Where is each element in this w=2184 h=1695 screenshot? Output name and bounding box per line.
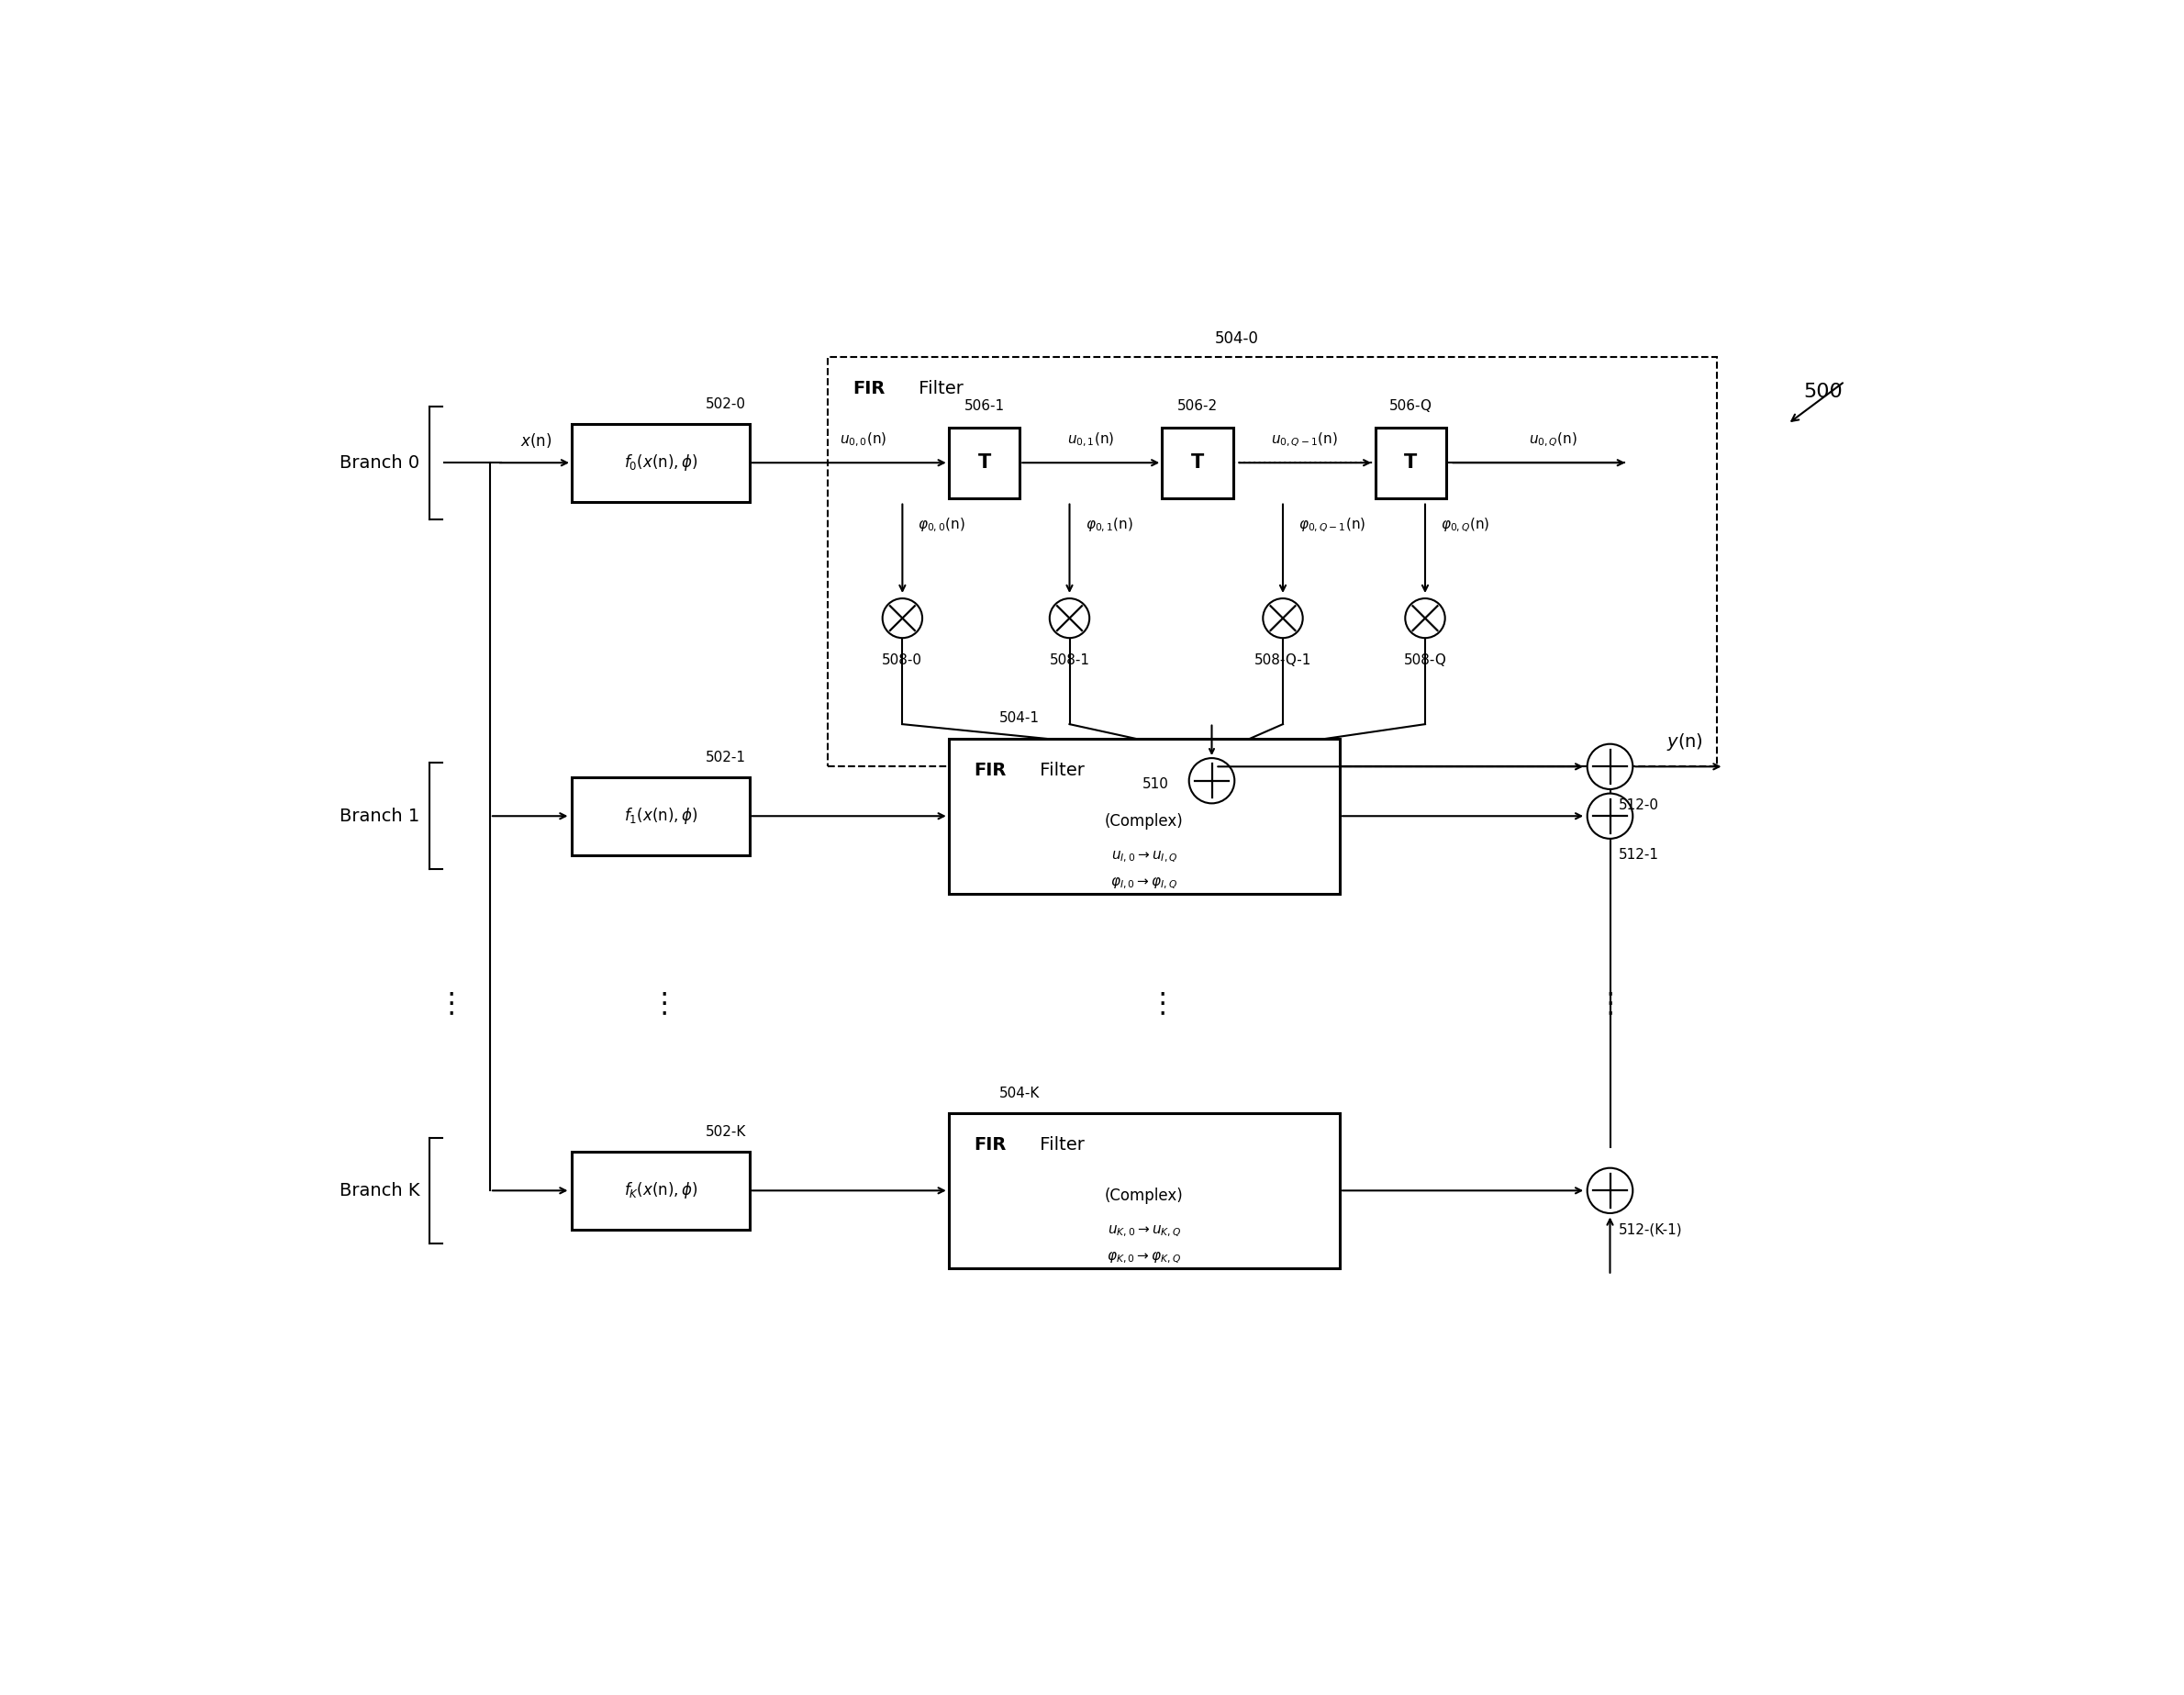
Text: ⋮: ⋮ (437, 990, 465, 1017)
Text: 506-2: 506-2 (1177, 400, 1219, 414)
FancyBboxPatch shape (572, 1151, 749, 1229)
Text: $\varphi_{K,0} \rightarrow \varphi_{K,Q}$: $\varphi_{K,0} \rightarrow \varphi_{K,Q}… (1107, 1251, 1182, 1264)
Text: 500: 500 (1804, 383, 1843, 402)
FancyBboxPatch shape (948, 739, 1339, 893)
Text: $y$(n): $y$(n) (1666, 731, 1704, 753)
FancyBboxPatch shape (948, 1114, 1339, 1268)
Text: 502-1: 502-1 (705, 751, 747, 764)
Text: $u_{0,Q-1}$(n): $u_{0,Q-1}$(n) (1271, 431, 1337, 449)
Text: $u_{I,0} \rightarrow u_{I,Q}$: $u_{I,0} \rightarrow u_{I,Q}$ (1112, 849, 1177, 864)
Text: $f_K(x$(n)$,\phi)$: $f_K(x$(n)$,\phi)$ (625, 1180, 697, 1200)
Text: $f_0(x$(n)$,\phi)$: $f_0(x$(n)$,\phi)$ (625, 453, 697, 473)
Text: 506-Q: 506-Q (1389, 400, 1433, 414)
Text: $u_{0,Q}$(n): $u_{0,Q}$(n) (1529, 431, 1577, 449)
Text: Branch 1: Branch 1 (341, 807, 419, 825)
Text: 504-K: 504-K (1000, 1086, 1040, 1100)
Text: ⋮: ⋮ (651, 990, 679, 1017)
Text: Filter: Filter (913, 380, 963, 397)
Text: $\varphi_{I,0} \rightarrow \varphi_{I,Q}$: $\varphi_{I,0} \rightarrow \varphi_{I,Q}… (1112, 876, 1177, 890)
Text: (Complex): (Complex) (1105, 1188, 1184, 1205)
Text: 512-0: 512-0 (1618, 798, 1660, 812)
Text: T: T (1404, 454, 1417, 471)
Text: Filter: Filter (1033, 1136, 1083, 1153)
Text: Branch 0: Branch 0 (341, 454, 419, 471)
FancyBboxPatch shape (828, 356, 1717, 766)
FancyBboxPatch shape (1376, 427, 1446, 498)
FancyBboxPatch shape (572, 778, 749, 854)
Text: 508-Q-1: 508-Q-1 (1254, 654, 1310, 668)
Text: T: T (978, 454, 992, 471)
Text: 502-0: 502-0 (705, 397, 747, 410)
Text: 510: 510 (1142, 778, 1168, 792)
Text: Filter: Filter (1033, 761, 1083, 778)
Text: $\varphi_{0,Q}$(n): $\varphi_{0,Q}$(n) (1441, 515, 1489, 534)
FancyBboxPatch shape (948, 427, 1020, 498)
Text: $\varphi_{0,Q-1}$(n): $\varphi_{0,Q-1}$(n) (1299, 515, 1365, 534)
Text: 506-1: 506-1 (963, 400, 1005, 414)
Text: $f_1(x$(n)$,\phi)$: $f_1(x$(n)$,\phi)$ (625, 805, 697, 825)
Text: 508-1: 508-1 (1048, 654, 1090, 668)
Text: $u_{0,1}$(n): $u_{0,1}$(n) (1068, 431, 1114, 449)
Circle shape (1588, 744, 1634, 790)
Circle shape (1188, 758, 1234, 803)
Text: ⋮: ⋮ (1597, 990, 1625, 1017)
Text: ⋮: ⋮ (1149, 990, 1175, 1017)
Circle shape (1262, 598, 1304, 637)
Text: 508-Q: 508-Q (1404, 654, 1446, 668)
Circle shape (1051, 598, 1090, 637)
Text: (Complex): (Complex) (1105, 814, 1184, 831)
Text: 504-1: 504-1 (1000, 712, 1040, 725)
FancyBboxPatch shape (1162, 427, 1234, 498)
Text: $u_{K,0} \rightarrow u_{K,Q}$: $u_{K,0} \rightarrow u_{K,Q}$ (1107, 1224, 1182, 1239)
Text: FIR: FIR (974, 1136, 1007, 1153)
Circle shape (882, 598, 922, 637)
Circle shape (1588, 793, 1634, 839)
Circle shape (1588, 1168, 1634, 1214)
Text: $x$(n): $x$(n) (520, 431, 553, 449)
Text: 508-0: 508-0 (882, 654, 922, 668)
Text: 502-K: 502-K (705, 1125, 747, 1139)
Circle shape (1404, 598, 1446, 637)
Text: $\varphi_{0,1}$(n): $\varphi_{0,1}$(n) (1085, 515, 1133, 534)
Text: FIR: FIR (852, 380, 885, 397)
Text: 512-1: 512-1 (1618, 848, 1660, 861)
Text: $u_{0,0}$(n): $u_{0,0}$(n) (839, 431, 887, 449)
Text: 504-0: 504-0 (1214, 331, 1258, 347)
Text: FIR: FIR (974, 761, 1007, 778)
Text: $\varphi_{0,0}$(n): $\varphi_{0,0}$(n) (917, 515, 965, 534)
Text: 512-(K-1): 512-(K-1) (1618, 1222, 1682, 1236)
Text: T: T (1190, 454, 1203, 471)
Text: Branch K: Branch K (339, 1181, 419, 1200)
FancyBboxPatch shape (572, 424, 749, 502)
